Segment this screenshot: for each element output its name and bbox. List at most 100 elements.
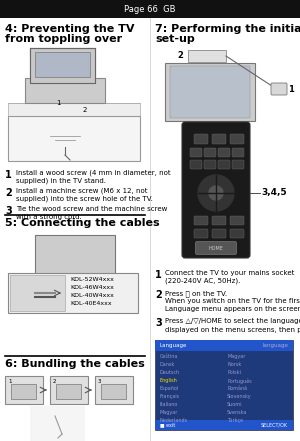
- Text: SELECT/OK: SELECT/OK: [261, 422, 288, 427]
- FancyBboxPatch shape: [232, 148, 244, 157]
- Text: 2: 2: [177, 52, 183, 60]
- Text: language: language: [262, 343, 288, 348]
- Text: Deutsch: Deutsch: [160, 370, 180, 375]
- Text: KDL-52W4xxx: KDL-52W4xxx: [70, 277, 114, 282]
- FancyBboxPatch shape: [204, 148, 216, 157]
- Bar: [155, 420, 293, 430]
- Text: 2: 2: [83, 107, 87, 113]
- Bar: [101, 384, 126, 399]
- FancyBboxPatch shape: [196, 242, 236, 254]
- FancyBboxPatch shape: [194, 134, 208, 144]
- Text: Language: Language: [160, 343, 188, 348]
- Text: Polski: Polski: [227, 370, 241, 375]
- Text: Install a wood screw (4 mm in diameter, not: Install a wood screw (4 mm in diameter, …: [16, 170, 171, 176]
- Text: supplied) into the screw hole of the TV.: supplied) into the screw hole of the TV.: [16, 196, 153, 202]
- FancyBboxPatch shape: [218, 148, 230, 157]
- Text: 3: 3: [155, 318, 162, 328]
- Text: 1: 1: [8, 379, 11, 384]
- Bar: [50, 376, 88, 404]
- Bar: [35, 235, 115, 290]
- Text: displayed on the menu screens, then press ⓪.: displayed on the menu screens, then pres…: [165, 326, 300, 333]
- FancyBboxPatch shape: [190, 148, 202, 157]
- Text: (220-240V AC, 50Hz).: (220-240V AC, 50Hz).: [165, 278, 240, 284]
- Text: When you switch on the TV for the first time, the: When you switch on the TV for the first …: [165, 298, 300, 304]
- FancyBboxPatch shape: [194, 229, 208, 238]
- FancyBboxPatch shape: [182, 122, 250, 258]
- Text: 4: Preventing the TV: 4: Preventing the TV: [5, 24, 134, 34]
- FancyBboxPatch shape: [204, 160, 216, 169]
- Text: with a strong cord.: with a strong cord.: [16, 214, 82, 220]
- FancyBboxPatch shape: [230, 229, 244, 238]
- Text: KDL-40E4xxx: KDL-40E4xxx: [70, 301, 112, 306]
- Text: Italiano: Italiano: [160, 402, 178, 407]
- Text: 3: 3: [5, 206, 12, 216]
- Text: Page 66  GB: Page 66 GB: [124, 4, 176, 14]
- Circle shape: [198, 175, 234, 211]
- Text: Türkçe: Türkçe: [227, 418, 243, 423]
- Bar: [165, 63, 255, 121]
- Text: English: English: [160, 378, 178, 383]
- Text: Ceština: Ceština: [160, 354, 178, 359]
- FancyBboxPatch shape: [190, 160, 202, 169]
- Text: Português: Português: [227, 378, 252, 384]
- Text: 1: 1: [56, 100, 60, 106]
- Text: Slovensky: Slovensky: [227, 394, 252, 399]
- Text: Press △/▽/HOME to select the language: Press △/▽/HOME to select the language: [165, 318, 300, 324]
- Bar: [52, 290, 98, 298]
- Bar: [35, 52, 90, 77]
- Text: 2: 2: [53, 379, 56, 384]
- Bar: [25, 78, 105, 103]
- Text: 2: 2: [5, 188, 12, 198]
- Text: ■ exit: ■ exit: [160, 422, 175, 427]
- FancyBboxPatch shape: [230, 134, 244, 144]
- Bar: [155, 340, 293, 430]
- Bar: [8, 103, 140, 138]
- Text: 3: 3: [98, 379, 101, 384]
- Text: Language menu appears on the screen.: Language menu appears on the screen.: [165, 306, 300, 312]
- Bar: [188, 50, 226, 62]
- FancyBboxPatch shape: [271, 83, 287, 95]
- Bar: [11, 384, 36, 399]
- Bar: [5, 376, 43, 404]
- FancyBboxPatch shape: [212, 216, 226, 225]
- Text: KDL-40W4xxx: KDL-40W4xxx: [70, 293, 114, 298]
- Text: 3,4,5: 3,4,5: [261, 188, 286, 198]
- Bar: [170, 66, 250, 118]
- Text: Install a machine screw (M6 x 12, not: Install a machine screw (M6 x 12, not: [16, 188, 148, 194]
- Text: KDL-46W4xxx: KDL-46W4xxx: [70, 285, 114, 290]
- Text: Press ⏻ on the TV.: Press ⏻ on the TV.: [165, 290, 227, 297]
- FancyBboxPatch shape: [232, 160, 244, 169]
- Polygon shape: [30, 48, 95, 83]
- Text: Nederlands: Nederlands: [160, 418, 188, 423]
- Text: Magyar: Magyar: [227, 354, 245, 359]
- Bar: [8, 116, 140, 161]
- Text: Tie the wood screw and the machine screw: Tie the wood screw and the machine screw: [16, 206, 167, 212]
- Text: HOME: HOME: [208, 246, 224, 250]
- FancyBboxPatch shape: [194, 216, 208, 225]
- Text: 1: 1: [155, 270, 162, 280]
- Text: Suomi: Suomi: [227, 402, 242, 407]
- Text: 7: Performing the initial: 7: Performing the initial: [155, 24, 300, 34]
- Text: Svenska: Svenska: [227, 410, 247, 415]
- FancyBboxPatch shape: [218, 160, 230, 169]
- Text: set-up: set-up: [155, 34, 195, 44]
- Bar: [30, 406, 85, 441]
- Text: Español: Español: [160, 386, 179, 391]
- Text: 1: 1: [5, 170, 12, 180]
- Text: supplied) in the TV stand.: supplied) in the TV stand.: [16, 178, 106, 184]
- Circle shape: [209, 186, 223, 200]
- FancyBboxPatch shape: [212, 134, 226, 144]
- Text: Français: Français: [160, 394, 180, 399]
- Bar: [0, 0, 300, 18]
- Text: Dansk: Dansk: [160, 362, 175, 367]
- Bar: [8, 273, 138, 313]
- FancyBboxPatch shape: [212, 229, 226, 238]
- Text: Română: Română: [227, 386, 247, 391]
- Text: Magyar: Magyar: [160, 410, 178, 415]
- Text: 6: Bundling the cables: 6: Bundling the cables: [5, 359, 145, 369]
- FancyBboxPatch shape: [230, 216, 244, 225]
- Text: 5: Connecting the cables: 5: Connecting the cables: [5, 218, 160, 228]
- Bar: [95, 376, 133, 404]
- Text: 2: 2: [155, 290, 162, 300]
- Text: Norsk: Norsk: [227, 362, 241, 367]
